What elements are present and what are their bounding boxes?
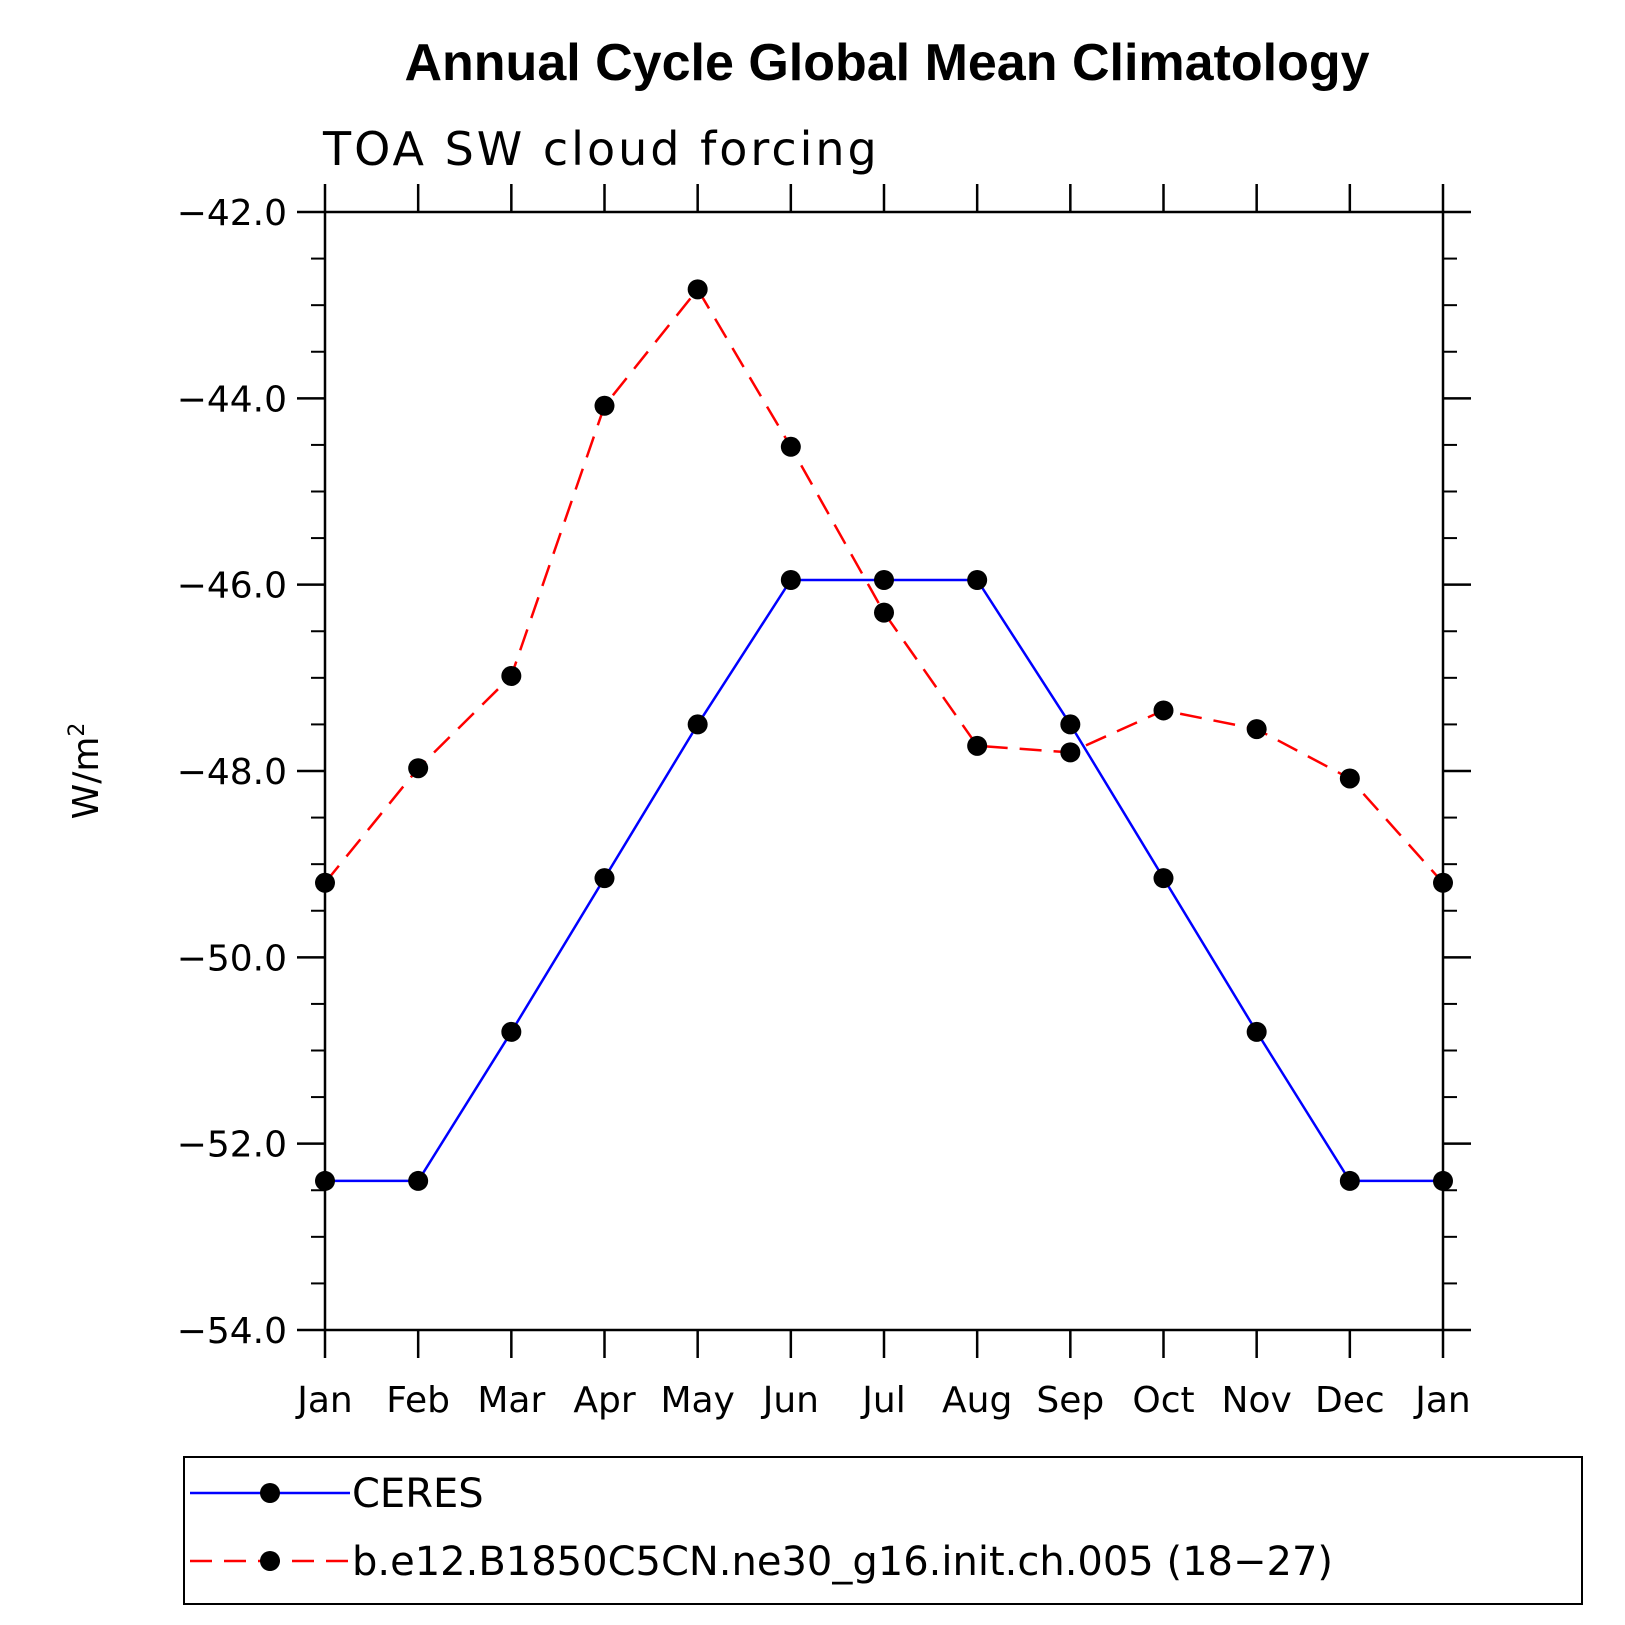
data-point-series-1 — [501, 665, 522, 686]
legend-label-1: b.e12.B1850C5CN.ne30_g16.init.ch.005 (18… — [352, 1539, 1333, 1585]
x-tick-label: Oct — [1132, 1380, 1194, 1421]
data-point-series-0 — [501, 1021, 522, 1042]
legend: CERES b.e12.B1850C5CN.ne30_g16.init.ch.00… — [190, 1471, 1333, 1585]
data-point-series-1 — [1433, 872, 1453, 893]
data-point-series-1 — [874, 602, 894, 623]
data-point-series-0 — [315, 1170, 335, 1191]
data-point-series-1 — [780, 436, 801, 457]
x-tick-label: Sep — [1036, 1380, 1104, 1421]
data-point-series-1 — [967, 735, 988, 756]
x-tick-label: Dec — [1315, 1380, 1385, 1421]
data-point-series-1 — [594, 395, 615, 416]
legend-marker-0 — [260, 1483, 280, 1503]
series-line-0 — [325, 578, 1443, 1183]
data-point-series-1 — [687, 279, 708, 300]
x-tick-label: Mar — [477, 1380, 545, 1421]
data-point-series-0 — [1060, 714, 1081, 735]
data-point-series-1 — [1060, 742, 1081, 763]
data-point-series-0 — [1339, 1170, 1360, 1191]
data-point-series-1 — [1153, 700, 1174, 721]
data-point-series-1 — [408, 758, 429, 779]
y-tick-labels: −54.0 −52.0 −50.0 −48.0 −46.0 −44.0 −42.0 — [177, 193, 287, 1352]
svg-text:W/m2: W/m2 — [65, 723, 107, 820]
x-tick-label: May — [660, 1380, 734, 1421]
x-tick-label: Jun — [761, 1380, 819, 1421]
x-tick-label: Jan — [1413, 1380, 1471, 1421]
data-point-series-0 — [1433, 1170, 1453, 1191]
x-tick-label: Feb — [386, 1380, 450, 1421]
data-point-series-1 — [315, 872, 335, 893]
legend-marker-1 — [260, 1551, 280, 1571]
x-tick-label: Jan — [295, 1380, 353, 1421]
y-tick-label: −50.0 — [177, 938, 287, 979]
y-tick-label: −48.0 — [177, 752, 287, 793]
y-axis-label-superscript: 2 — [65, 723, 90, 737]
y-axis-label: W/m2 — [65, 723, 107, 820]
data-point-series-1 — [1246, 719, 1267, 740]
series-points — [315, 279, 1453, 1191]
legend-box — [183, 1456, 1583, 1605]
y-tick-label: −42.0 — [177, 193, 287, 234]
y-tick-label: −52.0 — [177, 1125, 287, 1166]
plot-frame — [323, 210, 1445, 1332]
series-lines — [324, 287, 1444, 1183]
data-point-series-1 — [1339, 768, 1360, 789]
chart-title: Annual Cycle Global Mean Climatology — [404, 34, 1369, 92]
axis-ticks — [297, 184, 1471, 1358]
x-tick-label: Jul — [860, 1380, 905, 1421]
y-tick-label: −46.0 — [177, 566, 287, 607]
y-axis-label-text: W/m — [66, 737, 107, 820]
x-tick-label: Apr — [573, 1380, 635, 1421]
y-tick-label: −54.0 — [177, 1311, 287, 1352]
y-tick-label: −44.0 — [177, 379, 287, 420]
legend-label-0: CERES — [352, 1471, 484, 1517]
data-point-series-0 — [874, 570, 894, 591]
data-point-series-0 — [1246, 1021, 1267, 1042]
data-point-series-0 — [594, 868, 615, 889]
data-point-series-0 — [1153, 868, 1174, 889]
data-point-series-0 — [687, 714, 708, 735]
x-tick-label: Aug — [942, 1380, 1012, 1421]
data-point-series-0 — [967, 570, 988, 591]
data-point-series-0 — [408, 1170, 429, 1191]
chart-subtitle: TOA SW cloud forcing — [322, 122, 880, 176]
x-tick-label: Nov — [1222, 1380, 1292, 1421]
x-tick-labels: Jan Feb Mar Apr May Jun Jul Aug Sep Oct Nov Dec Jan — [295, 1380, 1471, 1421]
data-point-series-0 — [780, 570, 801, 591]
